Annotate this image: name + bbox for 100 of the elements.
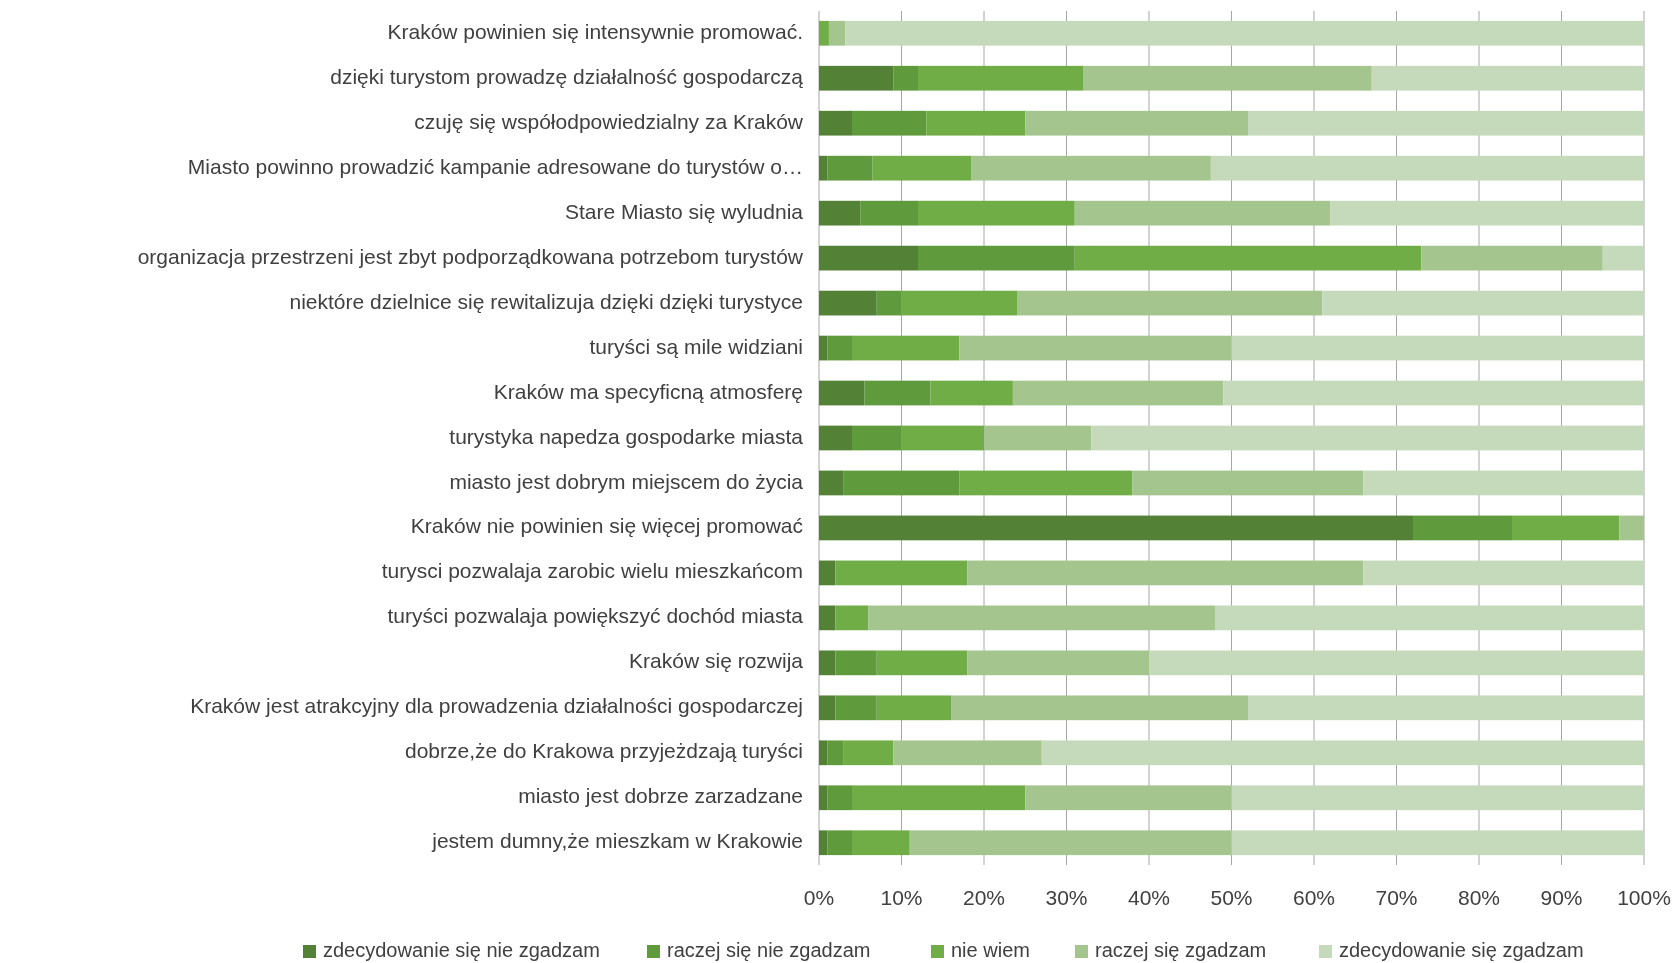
bar [1223,380,1644,406]
bar [819,110,852,136]
bar [918,245,1075,271]
bar [967,560,1364,586]
bar [868,605,1215,631]
y-tick-label: Kraków powinien się intensywnie promować. [387,19,803,43]
bar [860,200,918,226]
bar [827,830,852,856]
y-tick-label: Kraków jest atrakcyjny dla prowadzenia działalności gospodarczej [190,694,803,718]
bar [835,650,877,676]
bar [852,110,927,136]
bar [819,425,852,451]
x-tick-label: 30% [1045,886,1088,909]
bar [876,650,968,676]
bar [926,110,1026,136]
bar [1074,200,1331,226]
x-tick-label: 50% [1210,886,1253,909]
bar [827,740,844,766]
bar [1413,515,1512,541]
bar [819,785,828,811]
bar [819,560,836,586]
bar [872,155,972,181]
bar [959,470,1133,496]
bar [984,425,1092,451]
y-tick-label: turyści pozwalaja powiększyć dochód miasta [387,604,804,628]
bar [819,830,828,856]
x-tick-label: 90% [1540,886,1583,909]
x-tick-label: 0% [803,886,835,909]
y-tick-label: turystyka napedza gospodarke miasta [449,424,804,448]
bar [967,650,1149,676]
bar [819,380,865,406]
bar [827,335,852,361]
bar [918,65,1083,91]
y-tick-label: dzięki turystom prowadzę działalność gospodarczą [330,64,804,88]
bar [1041,740,1644,766]
bar [819,740,828,766]
bar [819,605,836,631]
bar [852,335,960,361]
bar [1421,245,1603,271]
bar [876,695,951,721]
bar [1602,245,1644,271]
bar [819,65,894,91]
bar [1074,245,1422,271]
y-tick-label: Stare Miasto się wyludnia [564,199,804,223]
bar [1210,155,1645,181]
legend-label: raczej się zgadzam [1095,939,1267,962]
bar [819,470,844,496]
y-tick-label: miasto jest dobrym miejscem do życia [449,469,804,493]
y-tick-label: Kraków ma specyficną atmosferę [493,379,803,403]
bar [1330,200,1644,226]
bar [819,515,1413,541]
legend-label: raczej się nie zgadzam [667,939,871,962]
legend-label: zdecydowanie się nie zgadzam [323,939,600,962]
bar [835,605,869,631]
y-tick-label: Miasto powinno prowadzić kampanie adresowane do turystów o… [187,154,803,178]
bar [819,245,918,271]
y-tick-label: turysci pozwalaja zarobic wielu mieszkańcom [381,559,803,583]
y-tick-label: czuję się współodpowiedzialny za Kraków [414,109,804,133]
bar [1231,785,1644,811]
x-tick-label: 60% [1292,886,1336,909]
y-tick-label: organizacja przestrzeni jest zbyt podporządkowana potrzebom turystów [137,244,804,268]
bar [893,65,918,91]
legend-label: zdecydowanie się zgadzam [1339,939,1584,962]
x-tick-label: 20% [962,886,1006,909]
bar [1371,65,1644,91]
x-tick-label: 70% [1375,886,1418,909]
bar [876,290,902,316]
bar [819,20,829,46]
bar [819,200,861,226]
x-tick-label: 80% [1457,886,1501,909]
bar [845,20,1644,46]
bar [1017,290,1323,316]
bar [819,695,836,721]
bar [835,695,877,721]
y-tick-label: Kraków się rozwija [629,649,804,673]
y-tick-label: miasto jest dobrze zarzadzane [518,784,803,808]
legend-label: nie wiem [951,939,1030,962]
bar [843,470,960,496]
bar [959,335,1232,361]
y-tick-label: jestem dumny,że mieszkam w Krakowie [431,829,803,853]
bar [918,200,1075,226]
bar [1322,290,1644,316]
bar [1363,470,1644,496]
bar [1132,470,1364,496]
bar [1215,605,1644,631]
bar [827,785,852,811]
bar [1363,560,1644,586]
bar [1025,110,1248,136]
bar [827,155,873,181]
bar [1083,65,1372,91]
bar [1091,425,1644,451]
y-tick-label: turyści są mile widziani [589,334,803,358]
x-tick-label: 40% [1127,886,1171,909]
bar [835,560,968,586]
bar [852,830,910,856]
bar [1231,335,1644,361]
bar [1512,515,1620,541]
x-tick-label: 10% [880,886,923,909]
bar [819,650,836,676]
bar [971,155,1211,181]
